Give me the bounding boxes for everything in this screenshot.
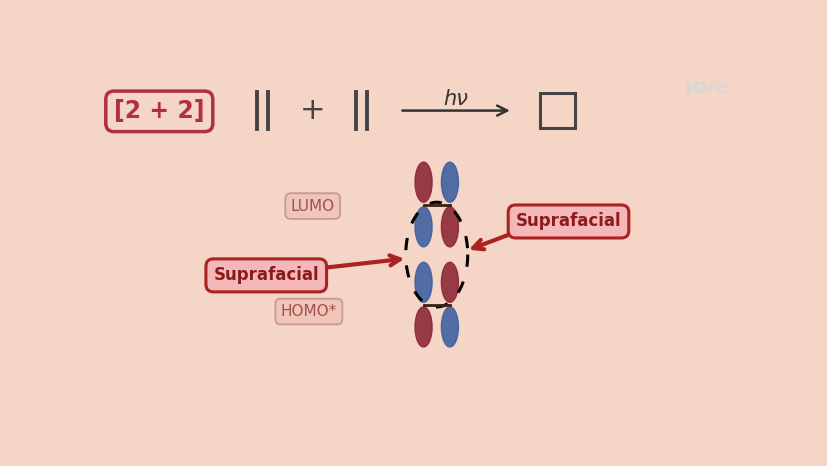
Ellipse shape: [414, 207, 432, 247]
Ellipse shape: [414, 262, 432, 302]
Ellipse shape: [441, 162, 458, 202]
Text: +: +: [299, 96, 325, 125]
Ellipse shape: [441, 307, 458, 347]
Bar: [539, 93, 575, 128]
Ellipse shape: [441, 207, 458, 247]
Text: hν: hν: [443, 89, 468, 109]
Ellipse shape: [414, 162, 432, 202]
Text: [2 + 2]: [2 + 2]: [114, 99, 204, 123]
Text: LUMO: LUMO: [290, 199, 334, 213]
Ellipse shape: [414, 307, 432, 347]
Text: jo: jo: [684, 77, 707, 97]
Text: Suprafacial: Suprafacial: [515, 212, 620, 231]
Text: HOMO*: HOMO*: [280, 304, 337, 319]
Ellipse shape: [441, 262, 458, 302]
Text: Suprafacial: Suprafacial: [213, 267, 318, 284]
Text: ve: ve: [700, 77, 729, 97]
